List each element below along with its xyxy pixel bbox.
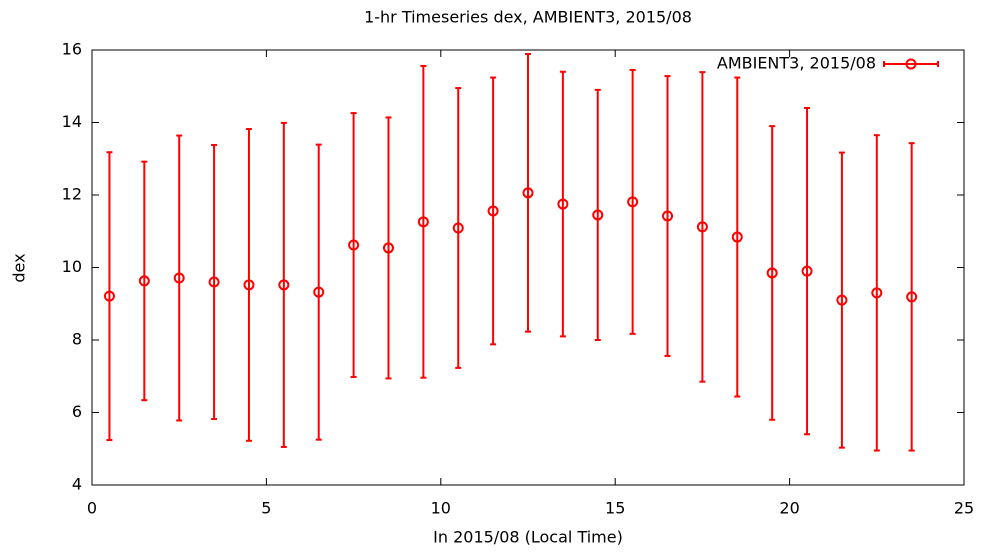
y-tick-label: 10 (62, 257, 82, 276)
y-tick-label: 16 (62, 40, 82, 59)
data-point (557, 198, 569, 210)
y-tick-label: 12 (62, 185, 82, 204)
data-point (731, 231, 743, 243)
x-tick-label: 15 (605, 499, 625, 518)
data-point (592, 209, 604, 221)
data-point (696, 221, 708, 233)
data-point (452, 222, 464, 234)
data-point (313, 286, 325, 298)
data-point (382, 242, 394, 254)
x-tick-label: 20 (779, 499, 799, 518)
data-point (627, 196, 639, 208)
data-point (243, 279, 255, 291)
x-tick-label: 10 (431, 499, 451, 518)
data-point (103, 290, 115, 302)
y-tick-label: 8 (72, 330, 82, 349)
data-point (487, 205, 499, 217)
y-tick-label: 14 (62, 112, 82, 131)
data-point (278, 279, 290, 291)
data-point (522, 187, 534, 199)
y-axis-label: dex (10, 253, 29, 282)
data-point (906, 291, 918, 303)
x-tick-label: 0 (87, 499, 97, 518)
legend-marker (905, 58, 917, 70)
data-point (836, 294, 848, 306)
data-point (348, 239, 360, 251)
x-axis-label: In 2015/08 (Local Time) (433, 528, 623, 547)
x-tick-label: 25 (954, 499, 974, 518)
legend-label: AMBIENT3, 2015/08 (717, 54, 876, 73)
chart-title: 1-hr Timeseries dex, AMBIENT3, 2015/08 (364, 8, 692, 27)
data-point (417, 216, 429, 228)
data-point (801, 265, 813, 277)
data-point (662, 210, 674, 222)
data-point (138, 275, 150, 287)
data-point (173, 272, 185, 284)
data-point (208, 276, 220, 288)
data-point (871, 287, 883, 299)
y-tick-label: 6 (72, 402, 82, 421)
y-tick-label: 4 (72, 475, 82, 494)
x-tick-label: 5 (261, 499, 271, 518)
data-point (766, 267, 778, 279)
